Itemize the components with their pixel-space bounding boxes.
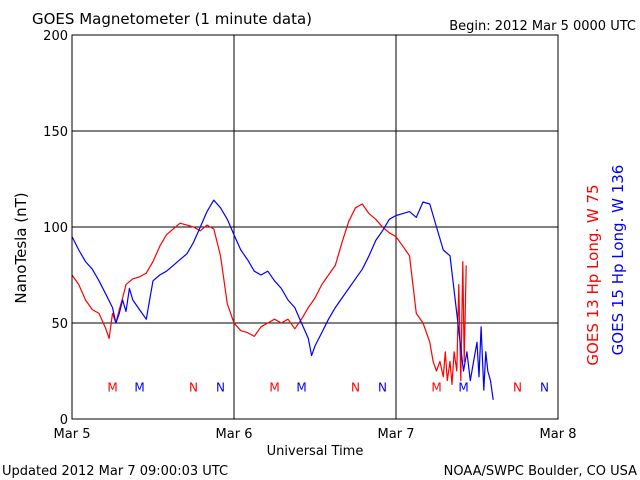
- x-axis-label: Universal Time: [267, 444, 364, 459]
- event-marker: N: [351, 380, 360, 394]
- event-marker: M: [134, 380, 144, 394]
- event-marker: N: [189, 380, 198, 394]
- event-marker: N: [513, 380, 522, 394]
- x-axis-ticks: Mar 5 Mar 6 Mar 7 Mar 8: [54, 427, 577, 442]
- chart-title: GOES Magnetometer (1 minute data): [32, 10, 312, 28]
- begin-time: Begin: 2012 Mar 5 0000 UTC: [449, 19, 636, 34]
- x-tick-label: Mar 6: [216, 427, 253, 442]
- event-marker: M: [107, 380, 117, 394]
- event-marker: N: [378, 380, 387, 394]
- y-tick-label: 200: [43, 29, 68, 44]
- y-tick-label: 0: [60, 413, 68, 428]
- x-tick-label: Mar 5: [54, 427, 91, 442]
- x-tick-label: Mar 7: [378, 427, 415, 442]
- event-marker: M: [269, 380, 279, 394]
- event-marker: M: [296, 380, 306, 394]
- grid-lines: [72, 35, 558, 419]
- y-axis-ticks: 0 50 100 150 200: [43, 29, 68, 428]
- legend-goes15: GOES 15 Hp Long. W 136: [609, 165, 627, 356]
- event-marker: N: [216, 380, 225, 394]
- source-credit: NOAA/SWPC Boulder, CO USA: [444, 464, 637, 479]
- y-tick-label: 150: [43, 125, 68, 140]
- series-layer: [71, 199, 494, 400]
- series-goes15-line: [71, 199, 494, 400]
- legend-goes13: GOES 13 Hp Long. W 75: [584, 184, 602, 365]
- updated-timestamp: Updated 2012 Mar 7 09:00:03 UTC: [2, 464, 228, 479]
- event-marker: M: [458, 380, 468, 394]
- y-tick-label: 100: [43, 221, 68, 236]
- y-tick-label: 50: [51, 317, 68, 332]
- event-marker: M: [431, 380, 441, 394]
- x-tick-label: Mar 8: [540, 427, 577, 442]
- y-axis-label: NanoTesla (nT): [12, 192, 30, 303]
- plot-frame: [71, 34, 559, 420]
- series-goes13-line: [71, 203, 467, 385]
- event-marker: N: [540, 380, 549, 394]
